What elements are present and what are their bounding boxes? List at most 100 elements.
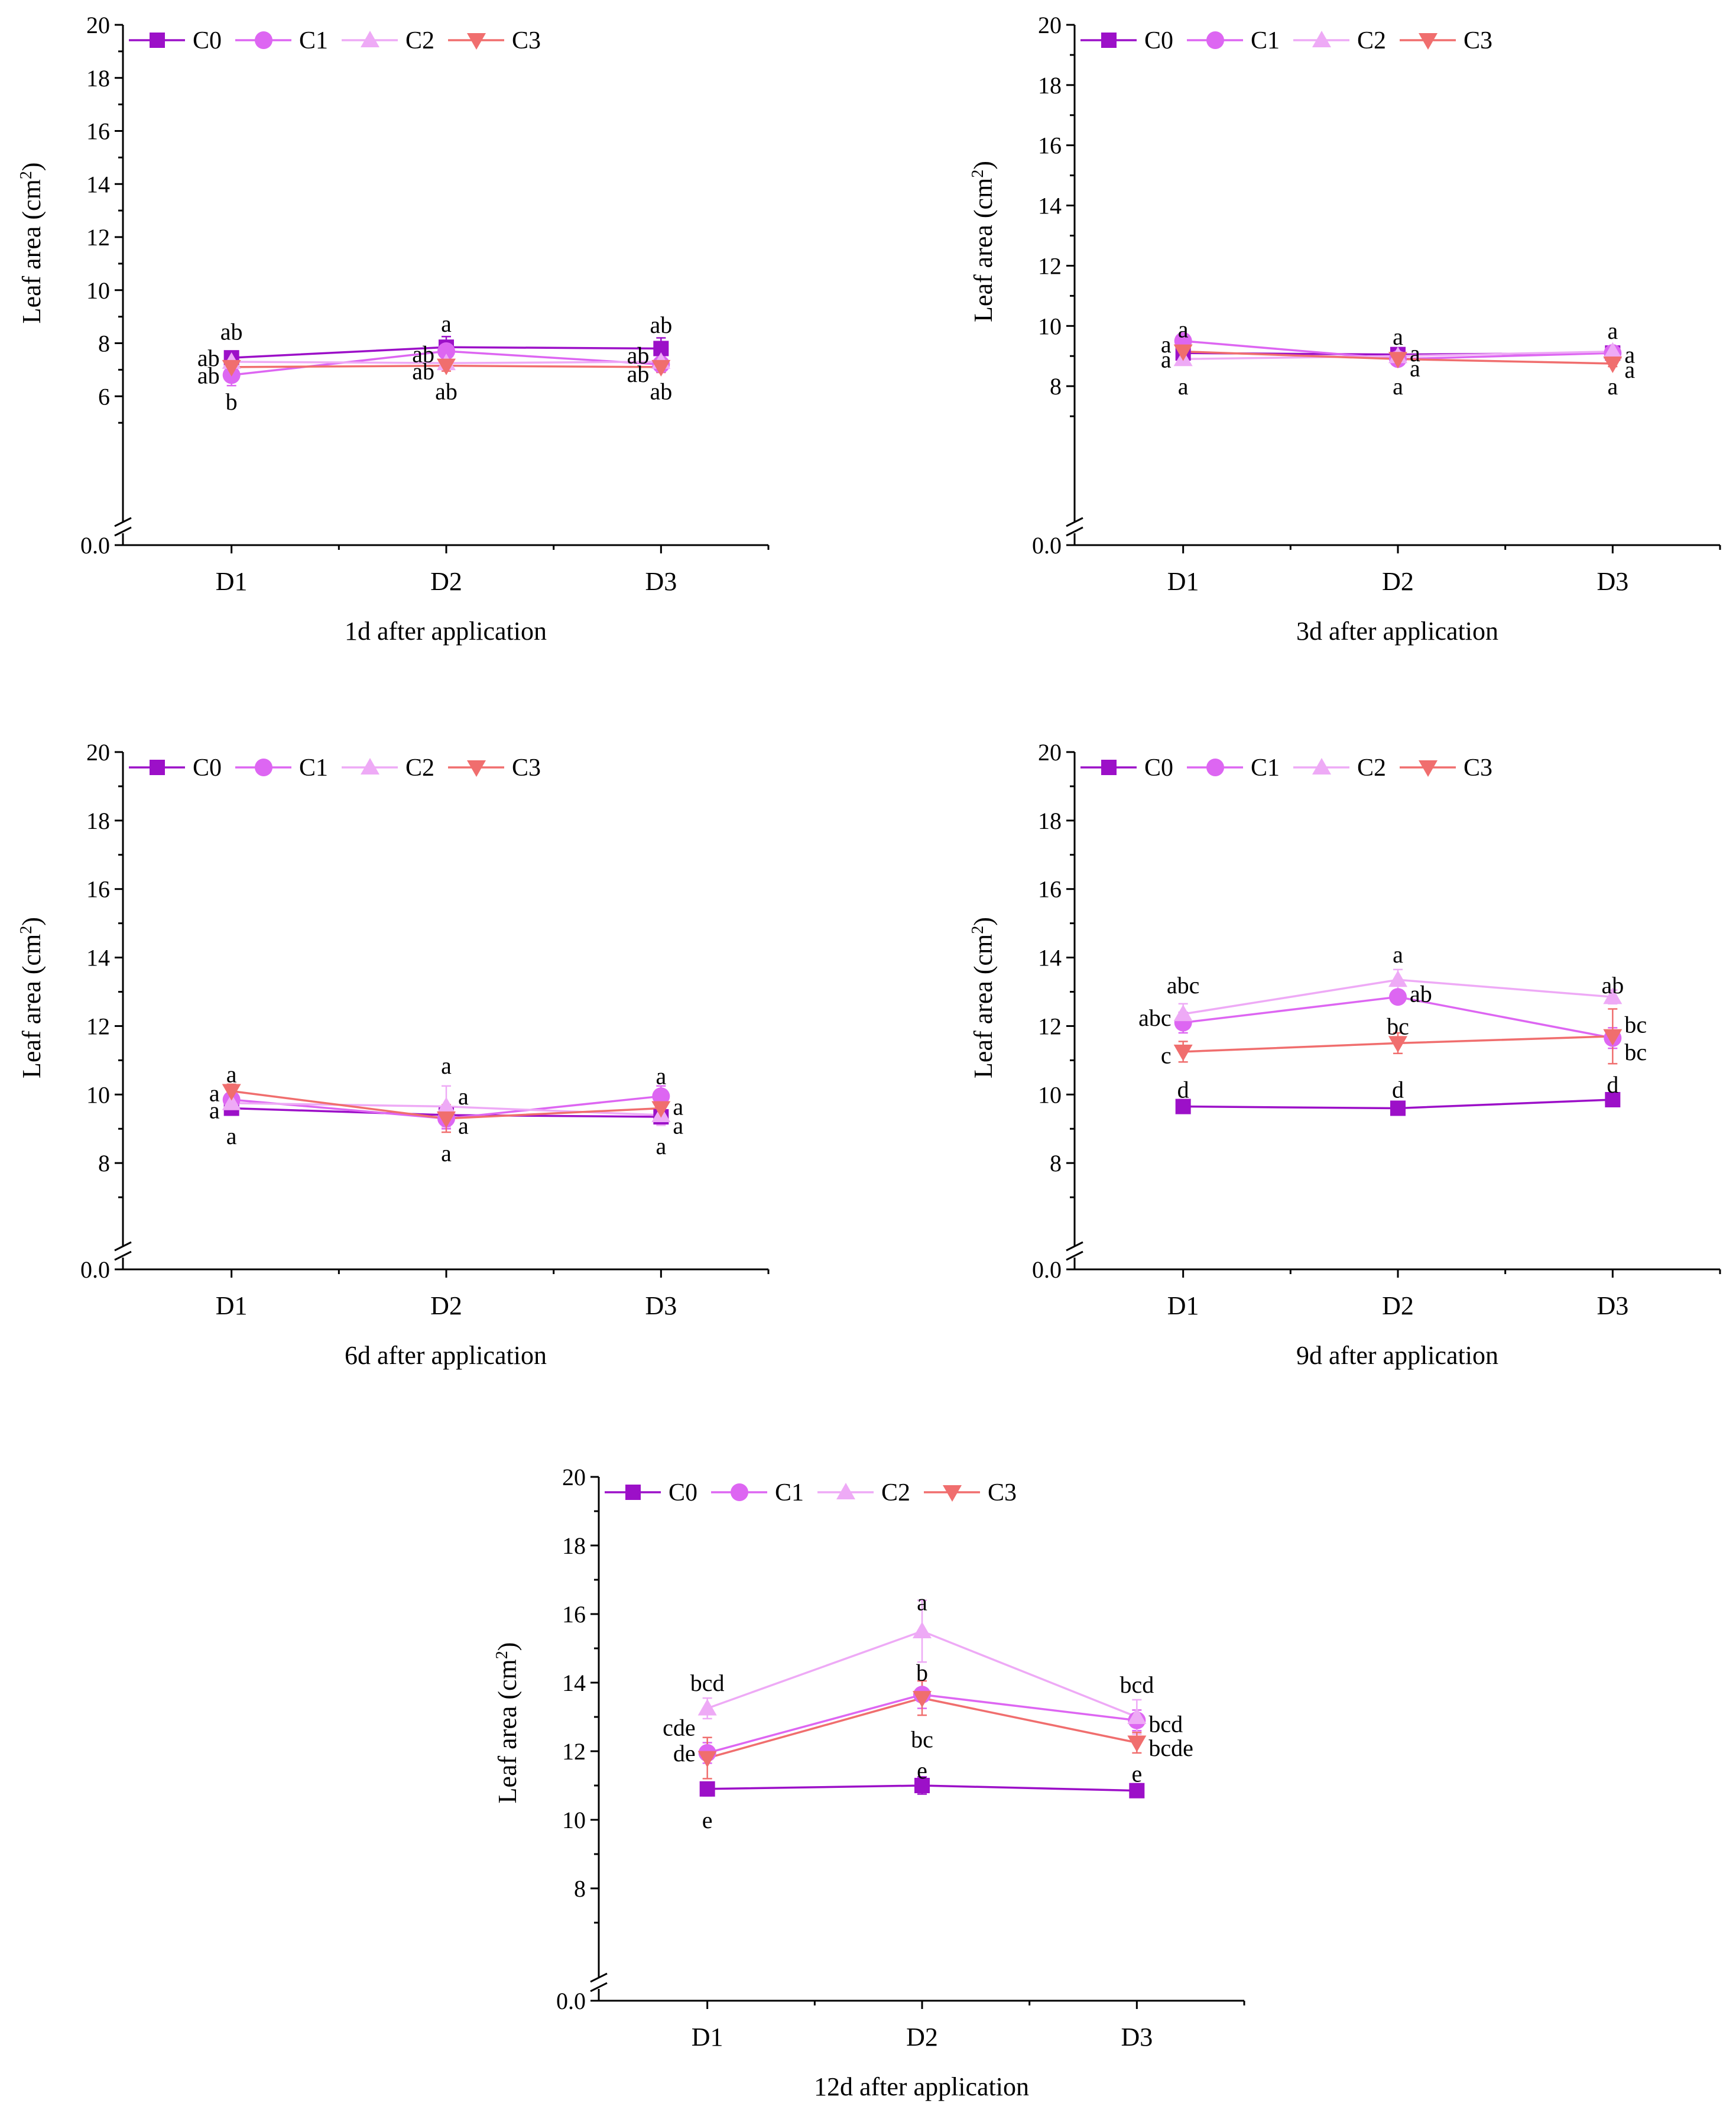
legend-marker-c0 (150, 33, 165, 48)
y-tick-label: 8 (98, 1150, 110, 1177)
legend-marker-c0 (150, 760, 165, 775)
significance-label: a (441, 310, 452, 337)
significance-label: ab (1410, 980, 1432, 1007)
legend-marker-c1 (255, 31, 272, 49)
significance-label: a (209, 1097, 220, 1123)
significance-label: bcd (1120, 1671, 1154, 1698)
y-tick-label: 6 (98, 383, 110, 410)
y-tick-label: 16 (1038, 876, 1062, 903)
legend-label-c2: C2 (881, 1479, 910, 1506)
significance-label: ab (197, 345, 220, 371)
significance-label: a (1607, 373, 1618, 400)
x-tick-label: D2 (430, 1291, 462, 1320)
y-axis-title-sup: 2 (969, 170, 987, 178)
chart-panel: 8 10 12 14 16 18 20 0.0 D1 D2 D3 3d after applicati… (969, 12, 1721, 646)
data-point-c3 (913, 1691, 932, 1708)
significance-label: a (226, 1061, 237, 1088)
significance-label: a (226, 1123, 237, 1149)
legend-label-c0: C0 (193, 754, 222, 782)
y-tick-label-zero: 0.0 (556, 1988, 586, 2014)
significance-label: a (458, 1083, 469, 1110)
significance-label: ab (412, 358, 434, 385)
significance-label: bc (1624, 1039, 1647, 1065)
chart-panel: 6 8 10 12 14 16 18 20 0.0 D1 D2 D3 1d after applicat… (17, 12, 770, 646)
y-tick-label: 14 (86, 945, 110, 971)
legend-label-c2: C2 (1357, 754, 1386, 782)
y-tick-label: 20 (562, 1464, 586, 1490)
data-point-c3 (1603, 356, 1623, 373)
data-point-c2 (437, 1097, 456, 1114)
data-point-c3 (1173, 344, 1193, 361)
significance-label: a (1393, 373, 1403, 400)
y-tick-label: 18 (1038, 72, 1062, 99)
y-tick-label: 16 (1038, 132, 1062, 159)
significance-label: a (1161, 331, 1172, 358)
significance-label: e (702, 1807, 713, 1833)
x-tick-label: D3 (645, 1291, 677, 1320)
x-tick-label: D2 (1382, 567, 1414, 596)
x-tick-label: D3 (1597, 567, 1628, 596)
legend-label-c3: C3 (1464, 27, 1492, 54)
data-point-c1 (437, 342, 455, 360)
significance-label: a (1393, 941, 1403, 968)
x-tick-label: D1 (1167, 567, 1199, 596)
y-tick-label: 12 (86, 1013, 110, 1039)
chart-panel: 8 10 12 14 16 18 20 0.0 D1 D2 D3 9d after applicati… (969, 739, 1721, 1370)
y-tick-label: 10 (562, 1807, 586, 1833)
y-tick-label: 14 (1038, 193, 1062, 219)
significance-label: a (1410, 340, 1420, 367)
significance-label: a (673, 1094, 683, 1120)
legend-label-c0: C0 (1144, 27, 1173, 54)
y-tick-label: 14 (86, 171, 110, 197)
x-tick-label: D3 (1597, 1291, 1628, 1320)
x-tick-label: D2 (1382, 1291, 1414, 1320)
axis-break-mark (114, 1241, 132, 1252)
significance-label: a (1410, 355, 1420, 382)
y-tick-label: 18 (86, 65, 110, 92)
significance-label: d (1607, 1071, 1618, 1098)
data-point-c2 (1173, 1004, 1193, 1022)
significance-label: c (1161, 1042, 1172, 1069)
y-tick-label: 14 (562, 1670, 586, 1696)
significance-label: bc (1624, 1012, 1647, 1038)
y-axis-title-main: Leaf area (cm (493, 1659, 522, 1803)
y-axis-title-main: Leaf area (cm (969, 934, 998, 1078)
data-point-c2 (1603, 342, 1623, 359)
significance-label: cde (663, 1714, 696, 1741)
y-tick-label: 12 (1038, 252, 1062, 279)
significance-label: ab (627, 361, 650, 387)
legend-marker-c2 (361, 31, 379, 47)
legend-label-c2: C2 (405, 754, 434, 782)
legend-marker-c0 (1101, 33, 1117, 48)
y-axis-title-close: ) (969, 161, 998, 170)
y-axis-title-main: Leaf area (cm (17, 179, 46, 323)
significance-label: d (1177, 1077, 1189, 1103)
x-axis-title: 6d after application (345, 1341, 547, 1370)
legend-label-c0: C0 (1144, 754, 1173, 782)
significance-label: bc (1387, 1013, 1409, 1039)
significance-label: ab (435, 378, 457, 404)
data-point-c2 (1127, 1707, 1147, 1724)
significance-label: ab (412, 341, 434, 367)
significance-label: b (226, 388, 238, 415)
y-axis-title-close: ) (969, 917, 998, 926)
y-tick-label: 18 (86, 808, 110, 834)
y-tick-label: 12 (1038, 1013, 1062, 1039)
chart-panel: 8 10 12 14 16 18 20 0.0 D1 D2 D3 12d after applicat… (493, 1464, 1245, 2101)
significance-label: a (1161, 346, 1172, 372)
x-tick-label: D3 (1121, 2023, 1153, 2052)
axis-break-mark (114, 526, 132, 537)
significance-label: a (656, 1133, 666, 1159)
significance-label: e (917, 1757, 927, 1784)
legend-label-c3: C3 (512, 27, 541, 54)
x-tick-label: D1 (216, 567, 248, 596)
y-tick-label: 20 (86, 739, 110, 766)
legend-marker-c0 (625, 1485, 641, 1500)
significance-label: b (916, 1660, 928, 1686)
significance-label: de (673, 1740, 696, 1767)
legend-marker-c2 (361, 758, 379, 775)
significance-label: a (1178, 373, 1189, 400)
axis-break-mark (114, 517, 132, 527)
y-axis-title-close: ) (493, 1642, 522, 1651)
data-point-c3 (1388, 352, 1407, 369)
